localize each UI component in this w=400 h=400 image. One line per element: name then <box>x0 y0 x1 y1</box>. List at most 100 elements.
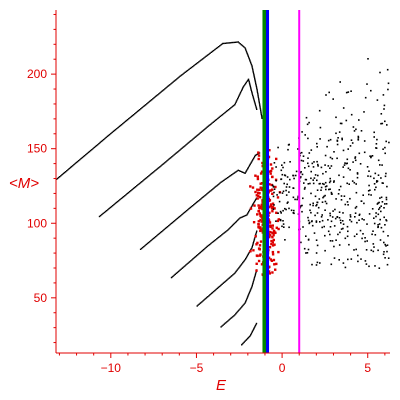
black-scatter-point <box>346 201 349 203</box>
curve-3-point <box>160 231 163 233</box>
black-scatter-point <box>292 212 295 214</box>
curve-1-point <box>196 62 198 65</box>
curve-2-point <box>241 89 243 91</box>
black-scatter-point <box>367 175 369 177</box>
black-scatter-point <box>325 188 327 191</box>
curve-2-point <box>141 181 143 183</box>
black-scatter-point <box>275 166 277 168</box>
curve-2-point <box>211 122 213 124</box>
curve-2-point <box>162 163 164 165</box>
curve-4-point <box>214 239 217 241</box>
curve-1-point <box>257 96 260 99</box>
red-scatter-point <box>259 172 263 175</box>
curve-6-point <box>252 283 254 285</box>
curve-6-point <box>221 325 223 327</box>
curve-3-point <box>218 183 220 185</box>
curve-6-point <box>254 274 256 276</box>
black-scatter-point <box>348 243 350 246</box>
curve-3-point <box>176 217 179 219</box>
curve-4-point <box>179 269 181 271</box>
curve-4-point <box>235 221 237 223</box>
curve-1-point <box>236 41 238 43</box>
curve-2-point <box>121 197 123 199</box>
curve-2-point <box>244 83 246 86</box>
curve-1-point <box>109 133 112 135</box>
curve-3-point <box>163 228 166 230</box>
black-scatter-point <box>297 148 299 150</box>
red-scatter-point <box>257 151 260 154</box>
curve-1-point <box>171 82 173 84</box>
curve-6-point <box>248 291 251 294</box>
curve-5-point <box>223 281 225 284</box>
red-scatter-point <box>271 206 275 209</box>
curve-1-point <box>128 117 131 119</box>
black-scatter-point <box>306 252 309 254</box>
black-scatter-point <box>372 230 374 232</box>
red-scatter-point <box>276 219 280 223</box>
curve-3-point <box>207 192 209 194</box>
curve-1-point <box>66 170 68 172</box>
curve-3-point <box>179 215 182 217</box>
curve-1-point <box>153 97 155 99</box>
curve-1-point <box>87 151 90 153</box>
black-scatter-point <box>324 200 327 203</box>
curve-4-point <box>230 226 232 228</box>
black-scatter-point <box>303 247 306 250</box>
curve-5-point <box>209 294 211 296</box>
black-scatter-point <box>356 221 358 224</box>
black-scatter-point <box>337 233 339 236</box>
black-scatter-point <box>292 196 295 199</box>
curve-6-point <box>253 278 255 280</box>
curve-4-point <box>190 260 192 262</box>
curve-2-point <box>133 187 135 189</box>
black-scatter-point <box>355 248 357 251</box>
curve-1-point <box>222 42 224 45</box>
curve-5-point <box>219 285 222 287</box>
y-tick-label: 100 <box>27 216 47 230</box>
curve-5-point <box>230 275 232 278</box>
black-scatter-point <box>327 219 329 221</box>
black-scatter-point <box>346 182 348 185</box>
curve-6-point <box>253 279 255 281</box>
red-scatter-point <box>259 214 262 217</box>
black-scatter-point <box>377 213 380 216</box>
curve-3-point <box>206 193 208 195</box>
black-scatter-point <box>311 162 314 165</box>
curve-6-point <box>247 294 250 296</box>
black-scatter-point <box>310 170 312 173</box>
curve-5-point <box>210 293 212 295</box>
curve-3-point <box>252 158 255 160</box>
curve-1-point <box>95 144 98 147</box>
curve-2-point <box>170 156 172 159</box>
curve-1-point <box>253 75 255 77</box>
curve-2-point <box>171 156 173 158</box>
red-scatter-point <box>257 154 261 157</box>
red-scatter-point <box>251 186 255 189</box>
black-scatter-point <box>332 98 334 100</box>
curve-6-point <box>251 285 253 288</box>
red-scatter-point <box>256 213 259 216</box>
curve-5-point <box>256 230 258 232</box>
black-scatter-point <box>355 183 357 185</box>
curve-2-point <box>158 166 160 169</box>
red-scatter-point <box>269 163 273 166</box>
curve-3-point <box>224 178 227 180</box>
curve-6-point <box>246 296 249 298</box>
curve-3-point <box>185 210 188 212</box>
curve-1-point <box>243 46 245 48</box>
curve-1-point <box>75 161 78 164</box>
red-scatter-point <box>255 243 258 246</box>
black-scatter-point <box>321 182 324 185</box>
black-scatter-point <box>333 151 335 153</box>
curve-2-point <box>139 182 141 185</box>
red-scatter-point <box>256 177 260 181</box>
black-scatter-point <box>325 185 328 187</box>
curve-4-point <box>173 274 176 276</box>
black-scatter-point <box>321 226 323 229</box>
curve-2-point <box>251 93 253 95</box>
curve-1-point <box>252 68 254 71</box>
curve-2-point <box>187 142 189 144</box>
curve-5-point <box>240 264 242 266</box>
curve-3-point <box>214 186 216 188</box>
curve-4-point <box>231 224 234 226</box>
